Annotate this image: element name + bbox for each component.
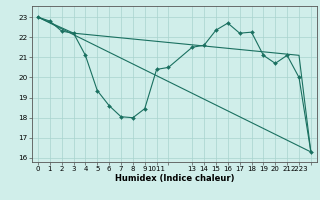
X-axis label: Humidex (Indice chaleur): Humidex (Indice chaleur) [115,174,234,183]
